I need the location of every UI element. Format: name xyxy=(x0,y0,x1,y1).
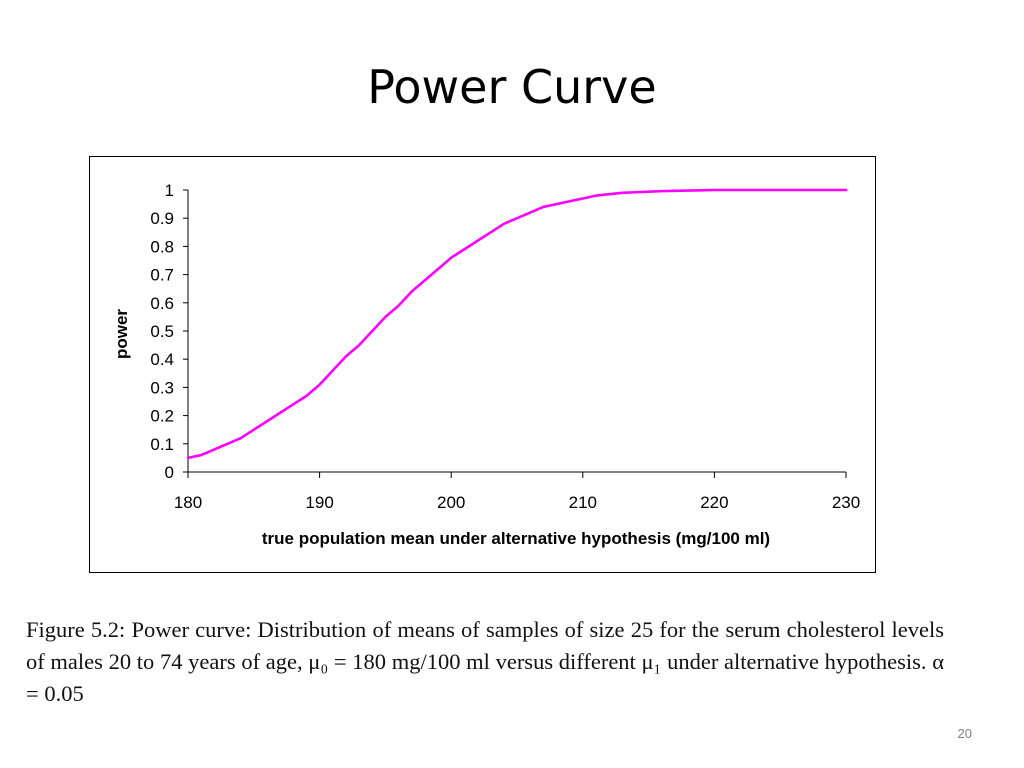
y-tick-label: 0.3 xyxy=(150,378,174,397)
x-tick-label: 200 xyxy=(437,493,465,512)
y-axis-ticks: 0 0.1 0.2 0.3 0.4 0.5 0.6 0.7 0.8 0.9 1 xyxy=(150,181,188,482)
y-tick-label: 0.9 xyxy=(150,209,174,228)
y-tick-label: 0.7 xyxy=(150,266,174,285)
series-line xyxy=(186,188,848,460)
x-tick-label: 220 xyxy=(700,493,728,512)
y-tick-label: 0.5 xyxy=(150,322,174,341)
chart-frame: 0 0.1 0.2 0.3 0.4 0.5 0.6 0.7 0.8 0.9 1 180 190 200 2… xyxy=(89,156,876,573)
x-tick-label: 180 xyxy=(174,493,202,512)
slide-title: Power Curve xyxy=(367,60,657,114)
x-tick-label: 210 xyxy=(569,493,597,512)
chart-series xyxy=(186,188,848,460)
x-tick-label: 230 xyxy=(832,493,860,512)
y-tick-label: 0.8 xyxy=(150,237,174,256)
y-tick-label: 0.2 xyxy=(150,407,174,426)
y-tick-label: 0.6 xyxy=(150,294,174,313)
y-tick-label: 0.4 xyxy=(150,350,174,369)
y-axis-label: power xyxy=(112,309,131,359)
x-tick-label: 190 xyxy=(305,493,333,512)
y-tick-label: 0 xyxy=(165,463,174,482)
x-axis-label: true population mean under alternative h… xyxy=(262,529,770,548)
slide-number: 20 xyxy=(957,726,972,741)
chart-axes xyxy=(187,190,846,473)
x-axis-ticks: 180 190 200 210 220 230 xyxy=(174,472,860,512)
y-tick-label: 0.1 xyxy=(150,435,174,454)
power-curve-chart: 0 0.1 0.2 0.3 0.4 0.5 0.6 0.7 0.8 0.9 1 180 190 200 2… xyxy=(112,181,860,548)
figure-caption: Figure 5.2: Power curve: Distribution of… xyxy=(26,617,944,706)
y-tick-label: 1 xyxy=(165,181,174,200)
